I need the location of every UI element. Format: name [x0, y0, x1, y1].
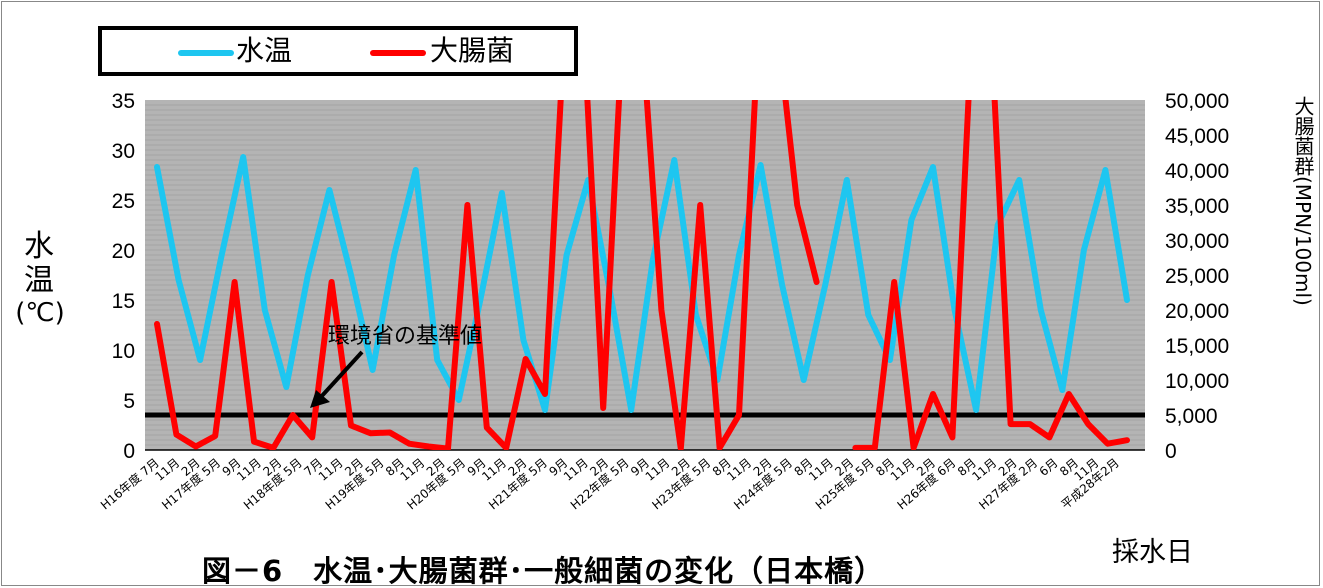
y-tick-right: 0	[1165, 440, 1177, 463]
y-tick-right: 50,000	[1165, 90, 1229, 113]
x-tick-label: H16年度 7月	[97, 455, 162, 513]
annotation-arrow-head	[310, 390, 330, 408]
y-tick-left: 5	[123, 390, 135, 413]
legend-swatch-water-temp	[178, 50, 234, 56]
x-tick-label: 11月	[724, 456, 754, 484]
reference-line-annotation: 環境省の基準値	[328, 324, 483, 349]
y-axis-right-label: 大腸菌群(MPN/100ml)	[1291, 96, 1315, 306]
legend-label-ecoli: 大腸菌	[430, 34, 515, 67]
y-tick-left: 25	[112, 190, 135, 213]
legend: 水温 大腸菌	[98, 26, 578, 76]
y-tick-left: 10	[112, 340, 135, 363]
y-tick-left: 30	[112, 140, 135, 163]
x-tick-label: 11月	[561, 456, 591, 484]
y-tick-right: 15,000	[1165, 335, 1229, 358]
y-tick-right: 25,000	[1165, 265, 1229, 288]
x-tick-label: 11月	[152, 456, 182, 484]
y-axis-left-title: 水温	[24, 229, 56, 298]
x-tick-label: 11月	[479, 456, 509, 484]
y-axis-left-label: 水温 (℃)	[10, 229, 70, 329]
x-tick-label: 11月	[806, 456, 836, 484]
figure-caption: 図－6 水温･大腸菌群･一般細菌の変化（日本橋）	[202, 554, 885, 588]
legend-label-water-temp: 水温	[236, 34, 293, 67]
x-tick-label: 11月	[643, 456, 673, 484]
x-axis-label: 採水日	[1112, 537, 1193, 568]
x-tick-label: 11月	[316, 456, 346, 484]
y-tick-left: 20	[112, 240, 135, 263]
annotation-arrow-shaft	[318, 350, 364, 400]
y-tick-left: 0	[123, 440, 135, 463]
x-tick-label: 11月	[398, 456, 428, 484]
y-tick-right: 30,000	[1165, 230, 1229, 253]
series-line	[154, 100, 1130, 450]
y-tick-right: 10,000	[1165, 370, 1229, 393]
y-tick-left: 35	[112, 90, 135, 113]
x-tick-label: 11月	[888, 456, 918, 484]
legend-swatch-ecoli	[370, 50, 426, 56]
y-tick-right: 45,000	[1165, 125, 1229, 148]
y-tick-left: 15	[112, 290, 135, 313]
y-tick-right: 40,000	[1165, 160, 1229, 183]
y-axis-left-unit: (℃)	[15, 298, 65, 328]
y-tick-right: 35,000	[1165, 195, 1229, 218]
x-tick-label: 11月	[234, 456, 264, 484]
y-tick-right: 20,000	[1165, 300, 1229, 323]
x-tick-label: 11月	[969, 456, 999, 484]
series-line	[154, 154, 1130, 413]
y-tick-right: 5,000	[1165, 405, 1218, 428]
